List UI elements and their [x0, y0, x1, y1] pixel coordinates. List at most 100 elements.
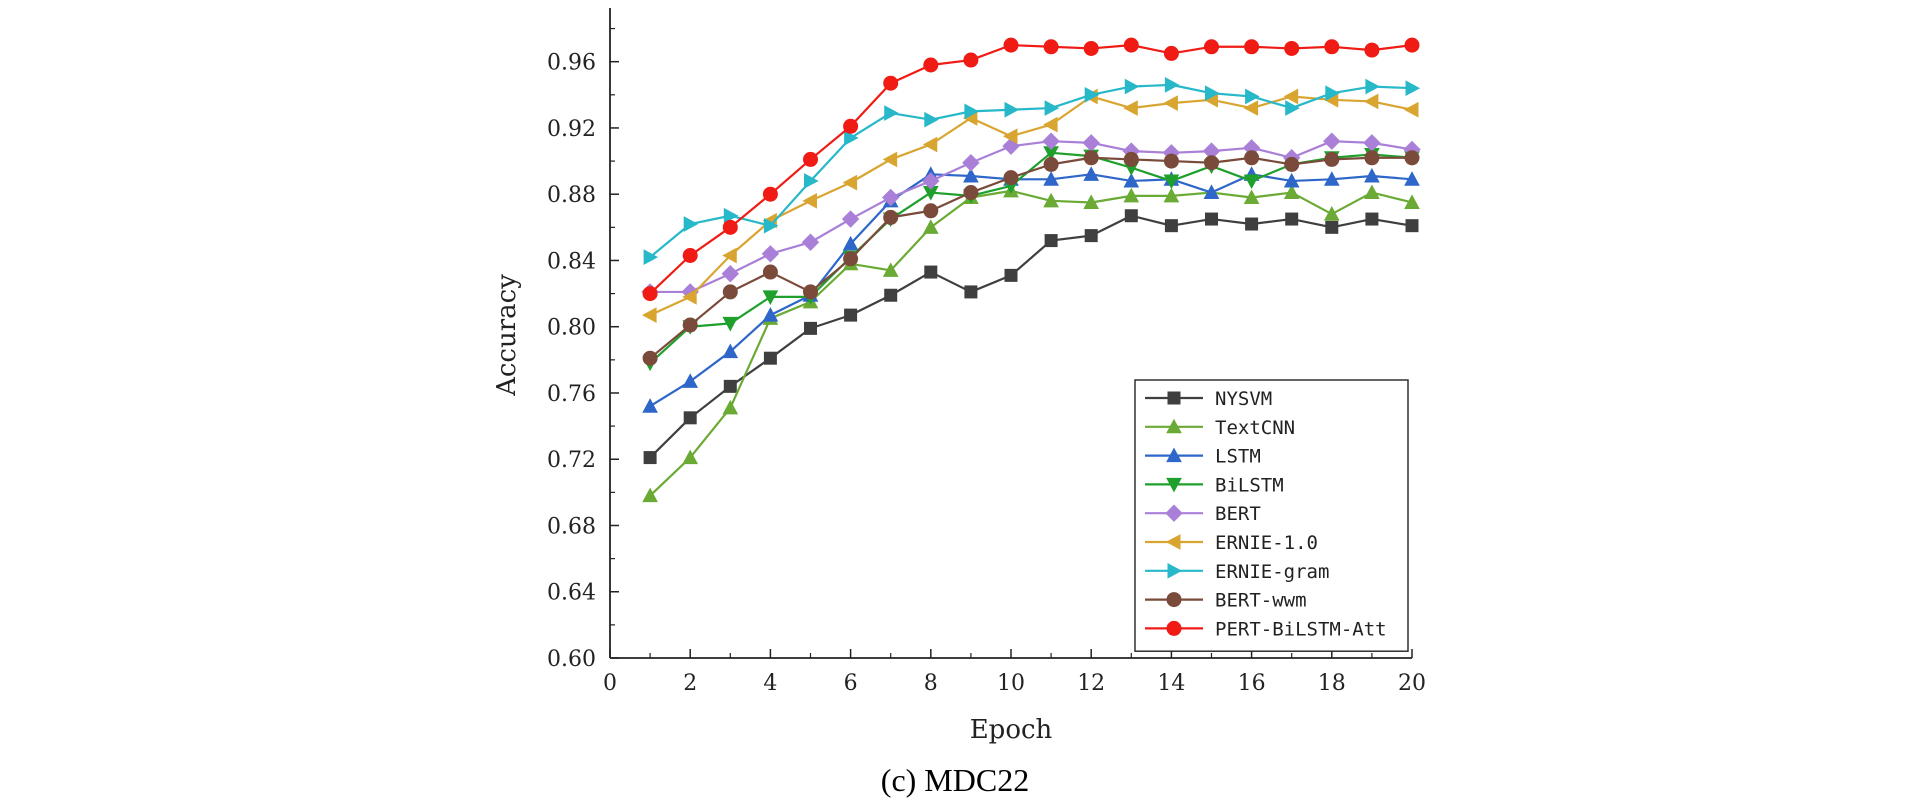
legend-marker-nysvm [1167, 391, 1181, 405]
data-point-lstm [1323, 171, 1340, 186]
data-point-bert [801, 233, 820, 251]
series-bert-wwm [642, 150, 1420, 366]
legend-marker-bert [1165, 504, 1183, 522]
legend-marker-bert-wwm [1166, 592, 1182, 608]
data-point-ernie-gram [924, 111, 939, 128]
data-point-lstm [963, 167, 979, 183]
data-point-ernie-gram [643, 249, 659, 265]
data-point-pert-bilstm-att [1364, 42, 1380, 58]
data-point-bert-wwm [682, 317, 698, 333]
legend-marker-pert-bilstm-att [1166, 620, 1182, 636]
data-point-nysvm [1205, 212, 1218, 226]
data-point-pert-bilstm-att [762, 186, 778, 202]
data-point-lstm [762, 307, 779, 322]
x-tick-label: 0 [603, 671, 617, 696]
y-axis-title: Accuracy [492, 274, 522, 397]
data-point-bilstm [722, 316, 739, 332]
data-point-bert [962, 154, 980, 172]
data-point-ernie-1-0 [682, 289, 697, 305]
data-point-bert [721, 265, 740, 283]
data-point-ernie-gram [1044, 100, 1060, 116]
data-point-pert-bilstm-att [1324, 39, 1340, 55]
data-point-ernie-1-0 [1243, 100, 1259, 116]
data-point-bert [1082, 134, 1100, 152]
data-point-textcnn [922, 219, 939, 234]
data-point-bert [881, 188, 900, 207]
data-point-pert-bilstm-att [1123, 37, 1139, 53]
legend-label-bert: BERT [1215, 503, 1261, 525]
data-point-ernie-gram [683, 216, 699, 232]
data-point-bert-wwm [923, 203, 939, 219]
data-point-nysvm [924, 265, 938, 279]
data-point-lstm [842, 235, 859, 251]
data-point-pert-bilstm-att [642, 286, 658, 302]
data-point-textcnn [1283, 184, 1300, 200]
legend-marker-ernie-1-0 [1165, 534, 1181, 550]
data-point-nysvm [1405, 219, 1419, 233]
data-point-lstm [722, 343, 739, 359]
data-point-bert-wwm [1043, 156, 1059, 172]
data-point-ernie-gram [1285, 100, 1300, 116]
series-line-nysvm [649, 214, 1413, 459]
data-point-bert [922, 172, 940, 190]
data-point-ernie-gram [763, 217, 779, 234]
legend-label-textcnn: TextCNN [1215, 417, 1295, 439]
y-tick-label: 0.96 [547, 51, 596, 76]
data-point-textcnn [1323, 206, 1340, 221]
data-point-textcnn [682, 449, 699, 465]
data-point-ernie-gram [884, 105, 899, 121]
data-point-lstm [1203, 184, 1220, 200]
data-point-textcnn [1404, 194, 1420, 209]
data-point-ernie-1-0 [1363, 93, 1379, 110]
data-point-bert-wwm [762, 264, 778, 280]
data-point-lstm [1404, 171, 1420, 186]
data-point-bert [1323, 132, 1341, 150]
data-point-bert-wwm [1123, 151, 1139, 167]
data-point-bert-wwm [1284, 156, 1300, 172]
x-tick-label: 10 [997, 671, 1025, 696]
data-point-ernie-1-0 [1283, 88, 1299, 105]
data-point-bert-wwm [1404, 150, 1420, 166]
legend-box [1134, 379, 1409, 652]
legend-label-ernie-1-0: ERNIE-1.0 [1215, 532, 1318, 554]
y-tick-label: 0.92 [547, 117, 596, 142]
data-point-lstm [1083, 166, 1100, 181]
data-point-lstm [1283, 172, 1300, 188]
data-point-bert-wwm [1324, 151, 1340, 167]
data-point-ernie-1-0 [1043, 116, 1058, 133]
data-point-ernie-gram [1084, 86, 1100, 103]
y-tick-label: 0.76 [547, 382, 596, 407]
data-point-pert-bilstm-att [803, 151, 818, 167]
data-point-nysvm [763, 351, 777, 365]
data-point-ernie-gram [1164, 77, 1180, 93]
y-tick-label: 0.72 [547, 448, 596, 473]
data-point-bert-wwm [722, 284, 738, 300]
data-point-bert-wwm [1083, 150, 1099, 166]
legend-label-bilstm: BiLSTM [1215, 474, 1284, 496]
data-point-bert-wwm [883, 209, 899, 225]
data-point-textcnn [1123, 187, 1140, 203]
data-point-nysvm [1044, 234, 1058, 248]
data-point-textcnn [642, 487, 658, 503]
data-point-textcnn [1163, 187, 1180, 203]
data-point-ernie-gram [1325, 85, 1340, 102]
y-tick-label: 0.88 [547, 183, 596, 208]
legend-marker-bilstm [1166, 477, 1182, 493]
y-tick-label: 0.64 [547, 581, 596, 606]
data-point-lstm [1123, 172, 1140, 188]
data-point-pert-bilstm-att [1083, 40, 1099, 56]
x-tick-label: 12 [1077, 671, 1105, 696]
y-tick-label: 0.60 [547, 647, 596, 672]
x-tick-label: 4 [763, 671, 777, 696]
data-point-ernie-gram [723, 207, 739, 224]
legend-label-lstm: LSTM [1215, 446, 1261, 468]
data-point-pert-bilstm-att [1284, 40, 1300, 56]
data-point-pert-bilstm-att [923, 57, 939, 73]
data-point-textcnn [882, 262, 899, 277]
x-axis-title: Epoch [970, 715, 1053, 745]
data-point-bert-wwm [1003, 170, 1019, 186]
data-point-bert-wwm [1364, 150, 1380, 166]
series-ernie-1-0 [642, 88, 1419, 323]
data-point-ernie-gram [804, 173, 819, 189]
y-tick-label: 0.80 [547, 316, 596, 341]
